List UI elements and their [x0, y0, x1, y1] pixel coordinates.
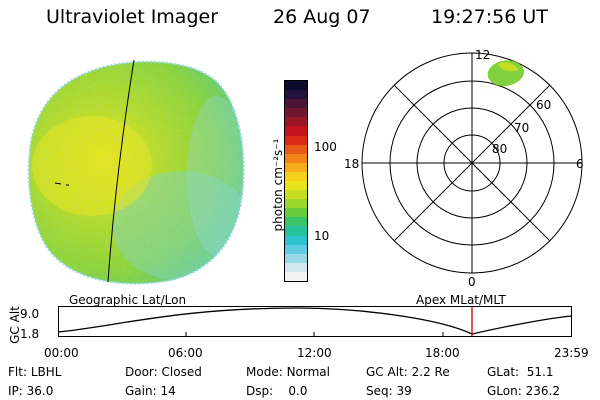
door-status: Door: Closed	[125, 365, 202, 379]
longitude-line	[107, 59, 135, 283]
geographic-uv-image	[27, 59, 245, 285]
colorbar-segment	[285, 108, 307, 118]
colorbar-segment	[285, 144, 307, 154]
glat-status: GLat: 51.1	[487, 365, 554, 379]
gc-altitude-timeline	[58, 306, 573, 337]
colorbar-segment	[285, 153, 307, 163]
colorbar-segment	[285, 126, 307, 136]
timeline-tick-4: 23:59	[554, 346, 589, 360]
glon-status: GLon: 236.2	[487, 384, 560, 398]
colorbar-segment	[285, 117, 307, 127]
colorbar-unit-label: photon cm⁻²s⁻¹	[271, 138, 285, 232]
colorbar-segment	[285, 135, 307, 145]
gain-status: Gain: 14	[125, 384, 176, 398]
dsp-status: Dsp: 0.0	[246, 384, 308, 398]
colorbar-segment	[285, 271, 307, 281]
colorbar-segment	[285, 162, 307, 172]
colorbar-segment	[285, 90, 307, 100]
mlat-label-70: 70	[514, 121, 529, 135]
timeline-y-top: 9.0	[20, 307, 40, 321]
colorbar-segment	[285, 171, 307, 181]
geographic-label: Geographic Lat/Lon	[69, 293, 187, 307]
polar-mlat-mlt-plot: 12 0 18 6 60 70 80	[344, 48, 584, 289]
seq-status: Seq: 39	[366, 384, 412, 398]
mlt-label-left: 18	[344, 157, 359, 171]
timeline-tick-3: 18:00	[425, 346, 460, 360]
timeline-tick-1: 06:00	[168, 346, 203, 360]
flt-status: Flt: LBHL	[8, 365, 62, 379]
mlt-label-bottom: 0	[468, 275, 476, 289]
instrument-title: Ultraviolet Imager	[46, 6, 219, 28]
mlt-label-right: 6	[576, 157, 584, 171]
time-label: 19:27:56 UT	[431, 6, 548, 28]
colorbar-segment	[285, 208, 307, 218]
colorbar	[284, 80, 308, 282]
colorbar-tick-100: 100	[314, 140, 337, 154]
timeline-y-bottom: 1.8	[20, 327, 40, 341]
date-label: 26 Aug 07	[273, 6, 371, 28]
timeline-tick-0: 00:00	[44, 346, 79, 360]
timeline-tick-2: 12:00	[297, 346, 332, 360]
colorbar-segment	[285, 244, 307, 254]
colorbar-segment	[285, 199, 307, 209]
colorbar-segment	[285, 217, 307, 227]
ip-status: IP: 36.0	[8, 384, 54, 398]
colorbar-segment	[285, 81, 307, 91]
colorbar-segment	[285, 262, 307, 272]
mlat-label-80: 80	[492, 142, 507, 156]
colorbar-segment	[285, 190, 307, 200]
mode-status: Mode: Normal	[246, 365, 330, 379]
mlt-label-top: 12	[475, 48, 490, 62]
colorbar-segment	[285, 226, 307, 236]
mlat-label-60: 60	[536, 98, 551, 112]
apex-label: Apex MLat/MLT	[416, 293, 506, 307]
colorbar-segment	[285, 180, 307, 191]
colorbar-tick-10: 10	[314, 229, 330, 243]
colorbar-segment	[285, 99, 307, 109]
gc-alt-status: GC Alt: 2.2 Re	[366, 365, 450, 379]
colorbar-segment	[285, 253, 307, 263]
colorbar-segment	[285, 235, 307, 245]
